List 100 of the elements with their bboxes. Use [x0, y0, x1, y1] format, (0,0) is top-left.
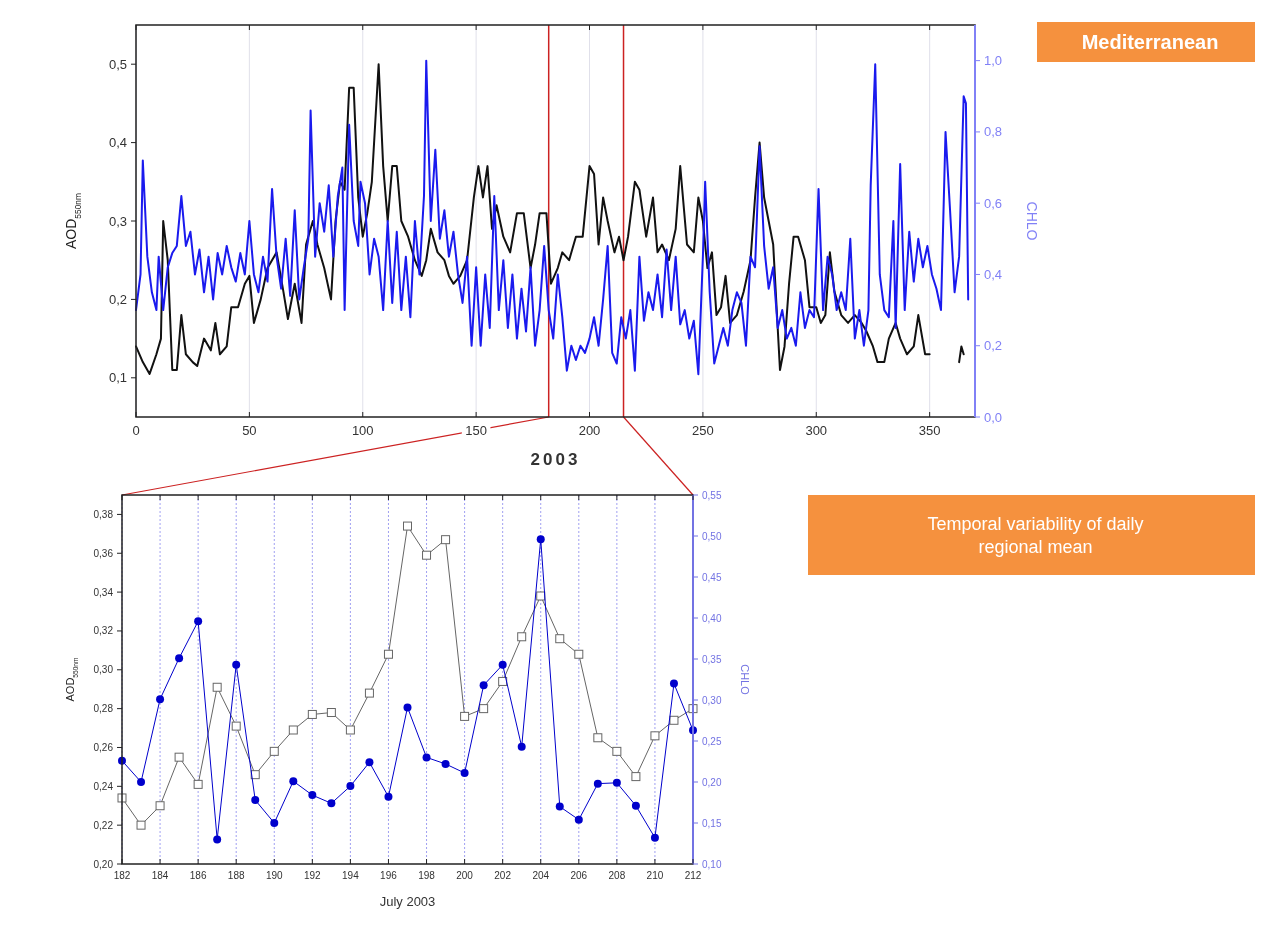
- y2-tick-label: 1,0: [984, 53, 1003, 69]
- point: [650, 731, 660, 741]
- point: [536, 535, 545, 544]
- y2-tick-label: 0,50: [702, 530, 722, 542]
- y2-tick-label: 0,20: [702, 776, 722, 788]
- point: [479, 681, 488, 690]
- x-tick-label: 188: [227, 870, 245, 881]
- y-tick-label: 0,38: [93, 508, 114, 520]
- point: [137, 778, 146, 786]
- x-tick-label: 100: [351, 423, 374, 438]
- point: [231, 721, 241, 731]
- point: [346, 782, 355, 791]
- x-tick-label: 210: [646, 870, 664, 881]
- point: [460, 711, 470, 721]
- point: [593, 779, 602, 788]
- text: Temporal variability of daily regional mean: [927, 514, 1144, 557]
- y-tick-label: 0,4: [108, 135, 127, 151]
- x-tick-label: 208: [608, 870, 626, 881]
- point: [441, 759, 450, 768]
- point: [403, 521, 412, 531]
- point: [212, 682, 222, 692]
- point: [232, 660, 241, 669]
- y-tick-label: 0,30: [93, 664, 114, 676]
- y2-tick-label: 0,40: [702, 612, 722, 624]
- x-tick-label: 190: [265, 870, 284, 881]
- x-tick-label: 186: [189, 870, 207, 881]
- y2-axis-title: CHLO: [739, 664, 751, 696]
- point: [441, 535, 451, 545]
- point: [669, 679, 678, 688]
- y-tick-label: 0,5: [108, 56, 127, 72]
- point: [326, 708, 336, 718]
- point: [155, 801, 165, 811]
- point: [327, 799, 336, 808]
- point: [498, 660, 507, 669]
- text: Mediterranean: [1081, 31, 1219, 53]
- point: [650, 833, 659, 842]
- point: [422, 550, 432, 560]
- point: [365, 758, 374, 767]
- y-tick-label: 0,1: [108, 370, 127, 386]
- y2-tick-label: 0,35: [702, 653, 722, 665]
- y2-tick-label: 0,8: [984, 124, 1003, 140]
- point: [156, 695, 165, 704]
- point: [270, 819, 279, 827]
- y2-tick-label: 0,15: [702, 817, 722, 829]
- y-tick-label: 0,22: [93, 819, 114, 831]
- x-tick-label: 192: [303, 870, 322, 881]
- x-tick-label: 204: [532, 870, 550, 881]
- point: [213, 835, 222, 844]
- x-tick-label: 200: [578, 423, 601, 438]
- point: [517, 742, 526, 751]
- y2-tick-label: 0,55: [702, 489, 722, 501]
- y-tick-label: 0,20: [93, 858, 114, 870]
- x-tick-label: 50: [242, 423, 257, 438]
- y2-tick-label: 0,6: [984, 195, 1003, 211]
- x-tick-label: 198: [418, 870, 436, 881]
- point: [612, 746, 622, 756]
- y-tick-label: 0,2: [108, 291, 127, 307]
- y-tick-label: 0,34: [93, 586, 114, 598]
- y2-tick-label: 0,2: [984, 338, 1003, 354]
- point: [403, 703, 412, 712]
- x-axis-title: July 2003: [379, 894, 436, 909]
- y-tick-label: 0,26: [93, 741, 114, 753]
- y2-tick-label: 0,30: [702, 694, 722, 706]
- point: [612, 778, 621, 787]
- x-tick-label: 0: [132, 423, 140, 438]
- point: [555, 634, 565, 644]
- y-tick-label: 0,24: [93, 780, 114, 792]
- point: [593, 733, 603, 743]
- point: [136, 820, 146, 830]
- x-tick-label: 250: [692, 423, 714, 438]
- point: [194, 617, 203, 626]
- point: [555, 802, 564, 811]
- point: [479, 704, 489, 714]
- point: [193, 779, 203, 789]
- point: [174, 752, 184, 762]
- y2-tick-label: 0,4: [984, 267, 1003, 282]
- x-axis-title: 2003: [530, 450, 581, 469]
- y2-tick-label: 0,10: [702, 858, 722, 870]
- point: [383, 649, 393, 659]
- point: [669, 715, 679, 725]
- y-tick-label: 0,3: [108, 213, 127, 229]
- point: [384, 792, 393, 801]
- y2-axis-title: CHLO: [1024, 201, 1040, 241]
- point: [517, 632, 527, 642]
- x-tick-label: 182: [113, 870, 131, 881]
- point: [308, 791, 317, 800]
- x-tick-label: 194: [342, 870, 360, 881]
- point: [364, 688, 374, 698]
- point: [117, 793, 127, 803]
- x-tick-label: 206: [570, 870, 588, 881]
- point: [288, 725, 298, 735]
- x-tick-label: 300: [805, 423, 828, 438]
- x-tick-label: 350: [918, 423, 941, 438]
- x-tick-label: 202: [494, 870, 512, 881]
- point: [460, 768, 469, 777]
- point: [422, 753, 431, 762]
- point: [631, 801, 640, 810]
- x-tick-label: 196: [380, 870, 398, 881]
- x-tick-label: 184: [151, 870, 169, 881]
- point: [251, 796, 260, 805]
